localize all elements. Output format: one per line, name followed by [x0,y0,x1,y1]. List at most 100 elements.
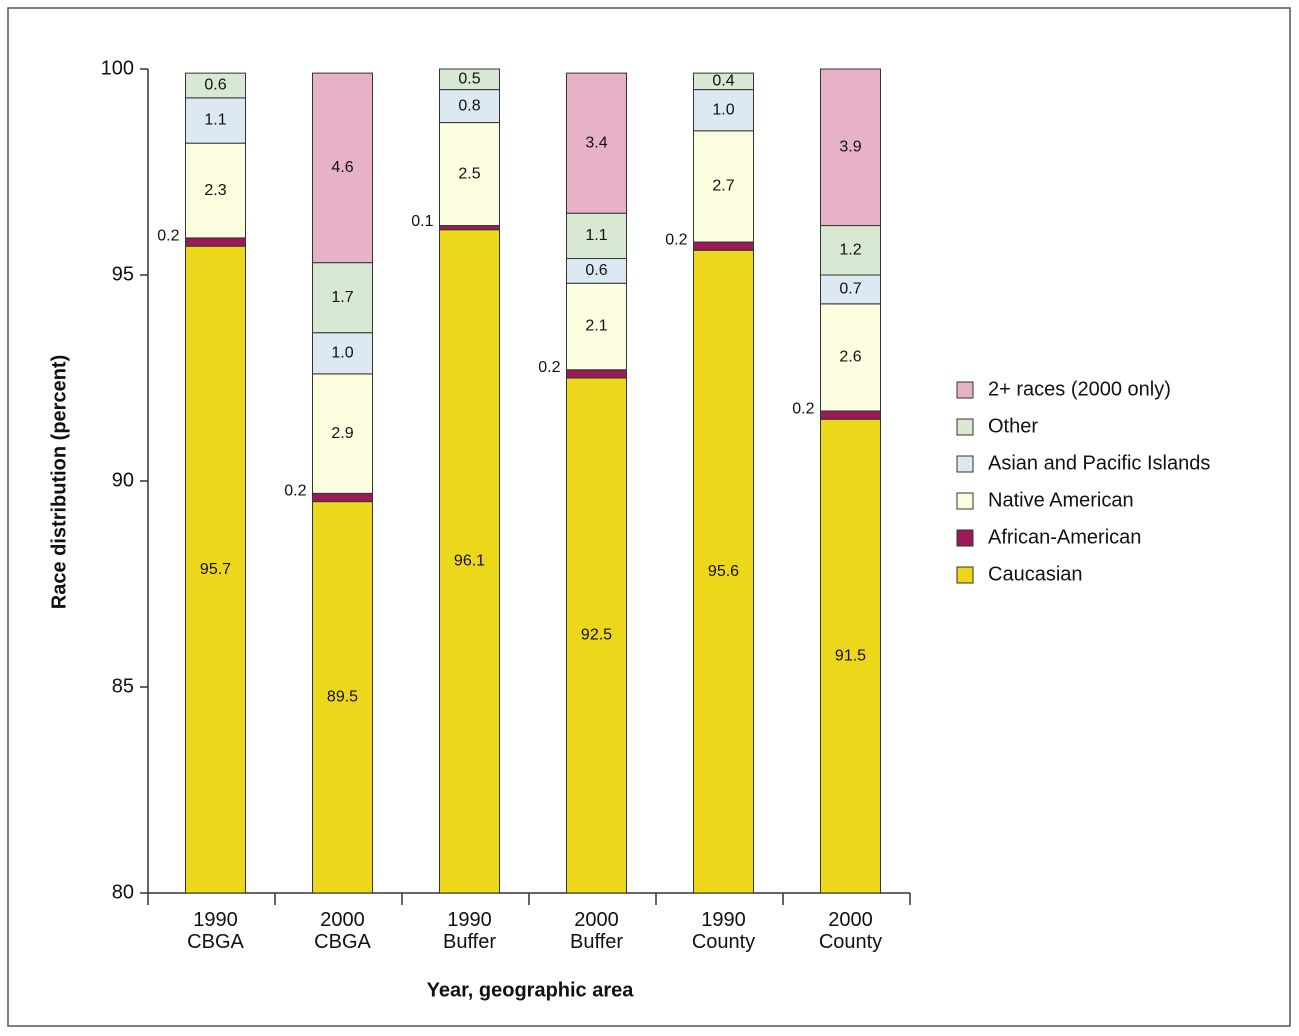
data-label: 2.6 [839,349,861,366]
data-label: 95.7 [200,561,231,578]
bar-segment [439,122,500,227]
data-label: 1.0 [331,344,353,361]
x-tick-label: 2000 CBGA [314,909,371,953]
bar-segment [312,262,373,334]
x-tick-label-line: CBGA [314,931,371,953]
data-label: 1.0 [712,101,734,118]
data-label: 0.8 [458,97,480,114]
data-label: 0.5 [458,71,480,88]
bar-segment [312,492,373,503]
data-label: 2.9 [331,425,353,442]
bar-segment [439,225,500,231]
data-label: 2.3 [204,182,226,199]
bar-segment [566,212,627,260]
y-axis-title: Race distribution (percent) [48,355,70,609]
legend-swatch [956,566,974,584]
data-label: 96.1 [454,553,485,570]
bar-segment [185,237,246,247]
bar-segment [820,68,881,227]
data-label: 4.6 [331,159,353,176]
data-label: 1.2 [839,241,861,258]
data-label: 0.6 [204,77,226,94]
data-label: 95.6 [708,563,739,580]
x-tick-label-line: 2000 [574,909,619,931]
bar-segment [312,373,373,494]
x-tick-label-line: 1990 [447,909,492,931]
legend-swatch [956,492,974,510]
x-axis-title: Year, geographic area [427,979,635,1001]
x-tick-label: 1990 County [692,909,755,953]
bar-segment [439,89,500,124]
data-label: 0.2 [665,231,687,248]
data-label: 92.5 [581,627,612,644]
x-tick-label-line: Buffer [570,931,623,953]
legend-swatch [956,381,974,399]
y-tick-label: 100 [101,57,134,79]
data-label: 0.4 [712,73,734,90]
x-tick-label-line: 2000 [828,909,873,931]
x-tick-label-line: 1990 [701,909,746,931]
data-label: 0.2 [157,227,179,244]
bar-segment [566,369,627,379]
x-tick-label-line: CBGA [187,931,244,953]
y-tick-label: 80 [112,881,134,903]
bar-segment [820,225,881,276]
x-tick-label-line: 1990 [193,909,238,931]
data-label: 91.5 [835,647,866,664]
data-label: 1.7 [331,289,353,306]
bar-segment [693,72,754,91]
bar-segment [312,332,373,375]
data-label: 0.2 [792,400,814,417]
bar-segment [693,89,754,132]
legend-label: Caucasian [988,563,1083,585]
bar-segment [566,72,627,214]
data-label: 1.1 [585,227,607,244]
data-label: 2.1 [585,318,607,335]
legend-swatch [956,529,974,547]
legend-label: Native American [988,489,1134,511]
x-tick-label-line: Buffer [443,931,496,953]
bar-segment [566,258,627,284]
data-label: 3.4 [585,134,607,151]
x-tick-label: 1990 Buffer [443,909,496,953]
bar-segment [439,229,500,894]
x-tick-label-line: County [819,931,882,953]
y-tick-label: 95 [112,263,134,285]
data-label: 0.2 [284,483,306,500]
bar-segment [693,249,754,894]
bar-segment [693,241,754,251]
bar-segment [566,282,627,371]
bar-segment [439,68,500,91]
data-label: 89.5 [327,689,358,706]
bar-segment [185,142,246,239]
legend-swatch [956,455,974,473]
data-label: 0.7 [839,281,861,298]
data-label: 0.6 [585,262,607,279]
x-tick-label: 2000 Buffer [570,909,623,953]
data-label: 1.1 [204,112,226,129]
legend-label: African-American [988,526,1141,548]
legend-swatch [956,418,974,436]
data-label: 3.9 [839,138,861,155]
y-tick-label: 90 [112,469,134,491]
bar-segment [312,72,373,264]
data-label: 2.7 [712,178,734,195]
legend-label: 2+ races (2000 only) [988,378,1171,400]
x-tick-label: 2000 County [819,909,882,953]
bar-segment [566,377,627,894]
data-label: 0.1 [411,213,433,230]
bar-segment [312,501,373,894]
bar-segment [820,418,881,894]
legend-label: Asian and Pacific Islands [988,452,1210,474]
y-tick-label: 85 [112,675,134,697]
x-tick-label: 1990 CBGA [187,909,244,953]
x-tick-label-line: 2000 [320,909,365,931]
data-label: 2.5 [458,165,480,182]
bar-segment [820,410,881,420]
bar-segment [185,245,246,894]
bar-segment [185,72,246,99]
data-label: 0.2 [538,359,560,376]
x-tick-label-line: County [692,931,755,953]
legend-label: Other [988,415,1038,437]
